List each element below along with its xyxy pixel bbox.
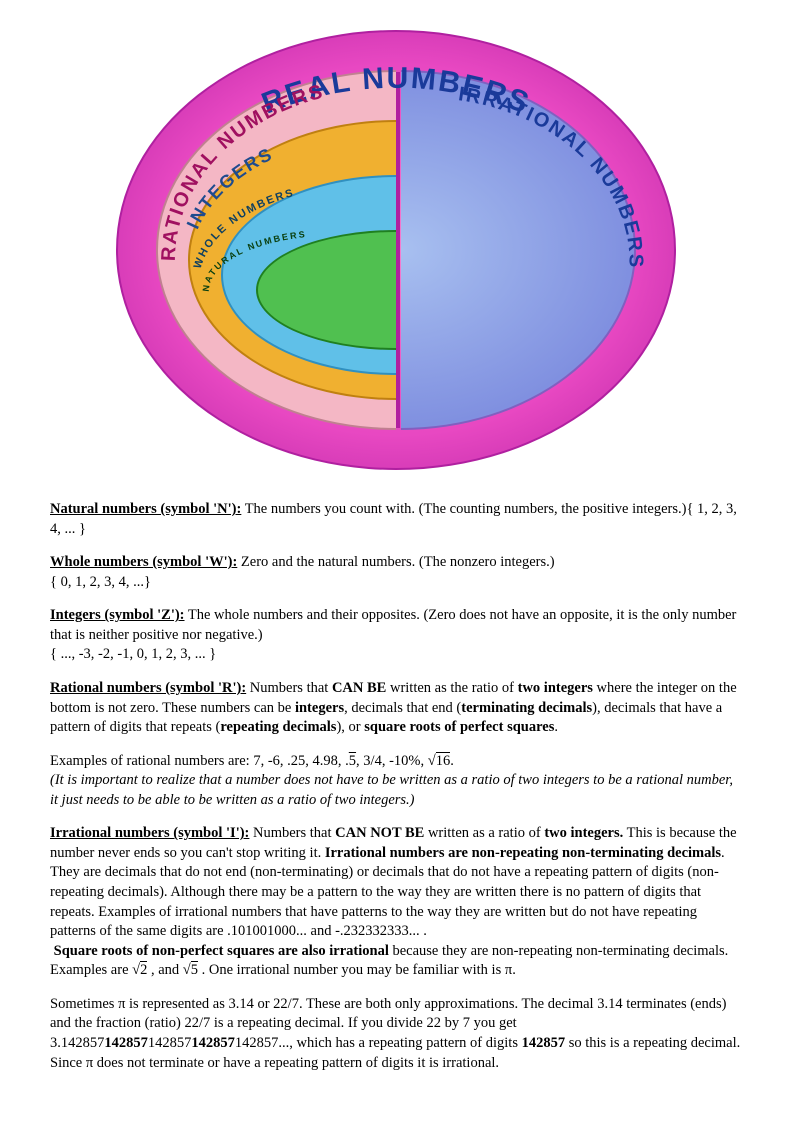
definitions-section: Natural numbers (symbol 'N'): The number… <box>50 500 741 1073</box>
natural-title: Natural numbers (symbol 'N'): <box>50 501 241 517</box>
whole-def: Whole numbers (symbol 'W'): Zero and the… <box>50 553 741 592</box>
diagram-container: REAL NUMBERS RATIONAL NUMBERS IRRATIONAL… <box>50 30 741 470</box>
natural-region <box>256 230 396 350</box>
rational-note: (It is important to realize that a numbe… <box>50 772 733 808</box>
pi-paragraph: Sometimes π is represented as 3.14 or 22… <box>50 995 741 1073</box>
rational-def: Rational numbers (symbol 'R'): Numbers t… <box>50 679 741 738</box>
irrational-def: Irrational numbers (symbol 'I'): Numbers… <box>50 824 741 981</box>
document-page: REAL NUMBERS RATIONAL NUMBERS IRRATIONAL… <box>0 0 791 1127</box>
irrational-region <box>401 70 636 430</box>
rational-examples: Examples of rational numbers are: 7, -6,… <box>50 752 741 811</box>
irrational-title: Irrational numbers (symbol 'I'): <box>50 825 249 841</box>
rational-title: Rational numbers (symbol 'R'): <box>50 680 246 696</box>
whole-title: Whole numbers (symbol 'W'): <box>50 554 237 570</box>
center-divider <box>396 72 400 428</box>
real-numbers-diagram: REAL NUMBERS RATIONAL NUMBERS IRRATIONAL… <box>116 30 676 470</box>
integers-def: Integers (symbol 'Z'): The whole numbers… <box>50 606 741 665</box>
natural-def: Natural numbers (symbol 'N'): The number… <box>50 500 741 539</box>
integers-title: Integers (symbol 'Z'): <box>50 607 185 623</box>
